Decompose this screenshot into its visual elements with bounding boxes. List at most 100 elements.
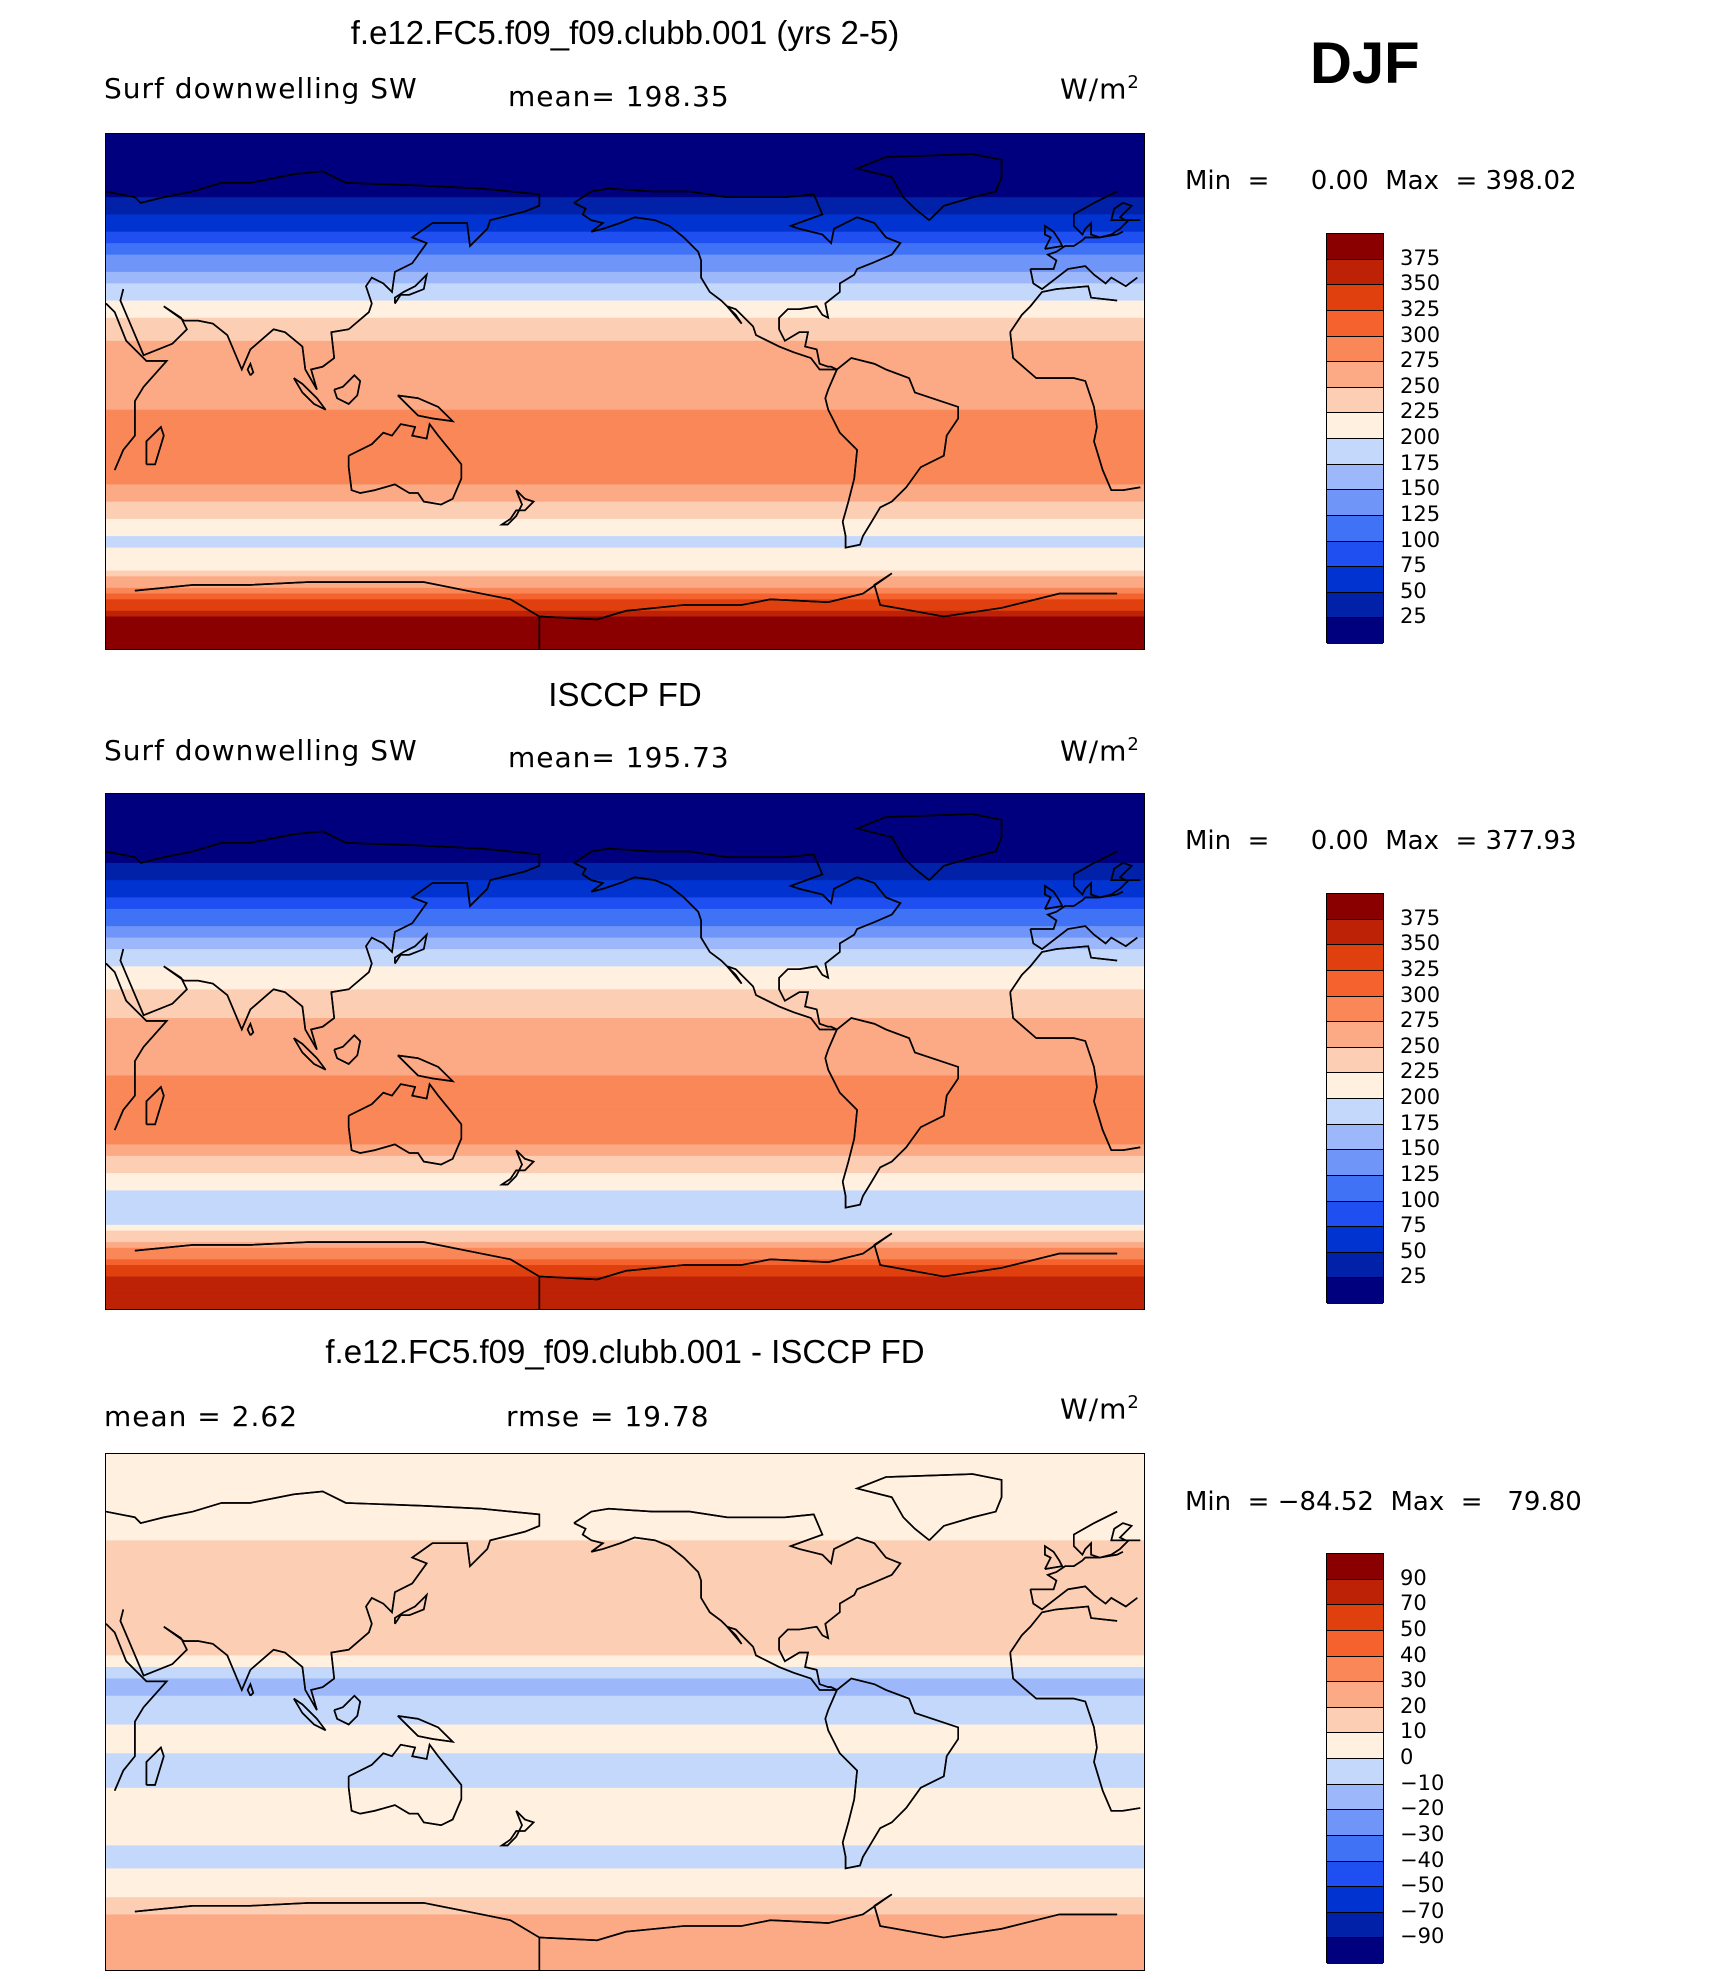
zonal-band <box>106 1236 1144 1243</box>
zonal-band <box>106 1724 1144 1731</box>
zonal-band <box>106 1471 1144 1478</box>
zonal-band <box>106 386 1144 394</box>
colorbar-tick-label: −90 <box>1400 1924 1445 1949</box>
zonal-band <box>106 1874 1144 1881</box>
zonal-band <box>106 1069 1144 1077</box>
coastline <box>397 1054 455 1083</box>
zonal-band <box>106 1586 1144 1593</box>
zonal-band <box>106 1230 1144 1237</box>
coastline <box>499 1149 536 1186</box>
zonal-band <box>106 926 1144 933</box>
zonal-band <box>106 1851 1144 1858</box>
zonal-band <box>106 432 1144 440</box>
zonal-band <box>106 145 1144 152</box>
zonal-band <box>106 381 1144 388</box>
colorbar-tick-label: 250 <box>1400 1033 1441 1058</box>
zonal-band <box>106 1879 1144 1887</box>
zonal-band <box>106 524 1144 531</box>
zonal-band <box>106 920 1144 927</box>
coastline <box>145 1085 165 1126</box>
season-label: DJF <box>1310 31 1420 96</box>
zonal-band <box>106 1190 1144 1197</box>
zonal-band <box>106 822 1144 830</box>
zonal-band <box>106 559 1144 566</box>
zonal-band <box>106 1793 1144 1800</box>
zonal-band <box>106 1012 1144 1019</box>
zonal-band <box>106 1155 1144 1163</box>
zonal-band <box>106 403 1144 411</box>
zonal-band <box>106 1799 1144 1806</box>
zonal-band <box>106 530 1144 537</box>
zonal-band <box>106 1569 1144 1576</box>
colorbar-tick-label: −40 <box>1400 1847 1445 1872</box>
zonal-band <box>106 507 1144 514</box>
zonal-band <box>106 375 1144 382</box>
zonal-band <box>106 202 1144 210</box>
zonal-band <box>106 1276 1144 1283</box>
zonal-band <box>106 1534 1144 1541</box>
zonal-band <box>106 536 1144 543</box>
coastline <box>293 377 327 411</box>
coastline <box>573 1507 902 1691</box>
zonal-band <box>106 1121 1144 1128</box>
zonal-band <box>106 1649 1144 1657</box>
panel-3-unit: W/m2 <box>1060 1392 1140 1426</box>
colorbar-box <box>1327 285 1383 311</box>
coastline <box>134 572 1118 649</box>
zonal-band <box>106 834 1144 841</box>
zonal-band <box>106 260 1144 267</box>
zonal-band <box>106 1098 1144 1105</box>
zonal-band <box>106 645 1144 649</box>
panel-3-colorbar <box>1326 1553 1384 1964</box>
zonal-band <box>106 1523 1144 1530</box>
zonal-band <box>106 1902 1144 1910</box>
zonal-band <box>106 185 1144 193</box>
zonal-band <box>106 1689 1144 1697</box>
zonal-band <box>106 794 1144 801</box>
colorbar-box <box>1327 1887 1383 1913</box>
colorbar-tick-label: 70 <box>1400 1591 1427 1616</box>
colorbar-box <box>1327 592 1383 619</box>
zonal-band <box>106 1018 1144 1025</box>
zonal-band <box>106 622 1144 629</box>
zonal-band <box>106 1115 1144 1123</box>
panel-2-unit: W/m2 <box>1060 734 1140 768</box>
zonal-band <box>106 1787 1144 1795</box>
zonal-band <box>106 1833 1144 1841</box>
zonal-band <box>106 1242 1144 1249</box>
coastline <box>333 374 362 405</box>
zonal-band <box>106 243 1144 250</box>
zonal-band <box>106 1546 1144 1553</box>
colorbar-box <box>1327 618 1383 644</box>
colorbar-tick-label: −30 <box>1400 1821 1445 1846</box>
zonal-band <box>106 335 1144 342</box>
colorbar-tick-label: 225 <box>1400 399 1441 424</box>
zonal-band <box>106 1488 1144 1495</box>
colorbar-tick-label: 25 <box>1400 1264 1427 1289</box>
panel-1-colorbar <box>1326 233 1384 644</box>
zonal-band <box>106 1885 1144 1893</box>
zonal-band <box>106 340 1144 348</box>
zonal-band <box>106 937 1144 944</box>
zonal-band <box>106 1305 1144 1309</box>
zonal-band <box>106 880 1144 887</box>
zonal-band <box>106 1776 1144 1783</box>
zonal-band <box>106 1557 1144 1564</box>
zonal-band <box>106 1528 1144 1536</box>
colorbar-box <box>1327 413 1383 439</box>
zonal-band <box>106 1868 1144 1875</box>
zonal-band <box>106 582 1144 589</box>
zonal-band <box>106 1810 1144 1818</box>
zonal-band <box>106 352 1144 359</box>
panel-3-map <box>105 1453 1145 1971</box>
colorbar-box <box>1327 970 1383 997</box>
colorbar-box <box>1327 1938 1383 1964</box>
colorbar-tick-label: 300 <box>1400 322 1441 347</box>
colorbar-box <box>1327 1912 1383 1939</box>
zonal-band <box>106 495 1144 503</box>
panel-2-mean-label: mean= 195.73 <box>508 741 730 774</box>
coastline <box>134 1232 1118 1309</box>
coastline <box>347 1082 463 1166</box>
coastline <box>394 272 429 304</box>
zonal-band <box>106 799 1144 807</box>
